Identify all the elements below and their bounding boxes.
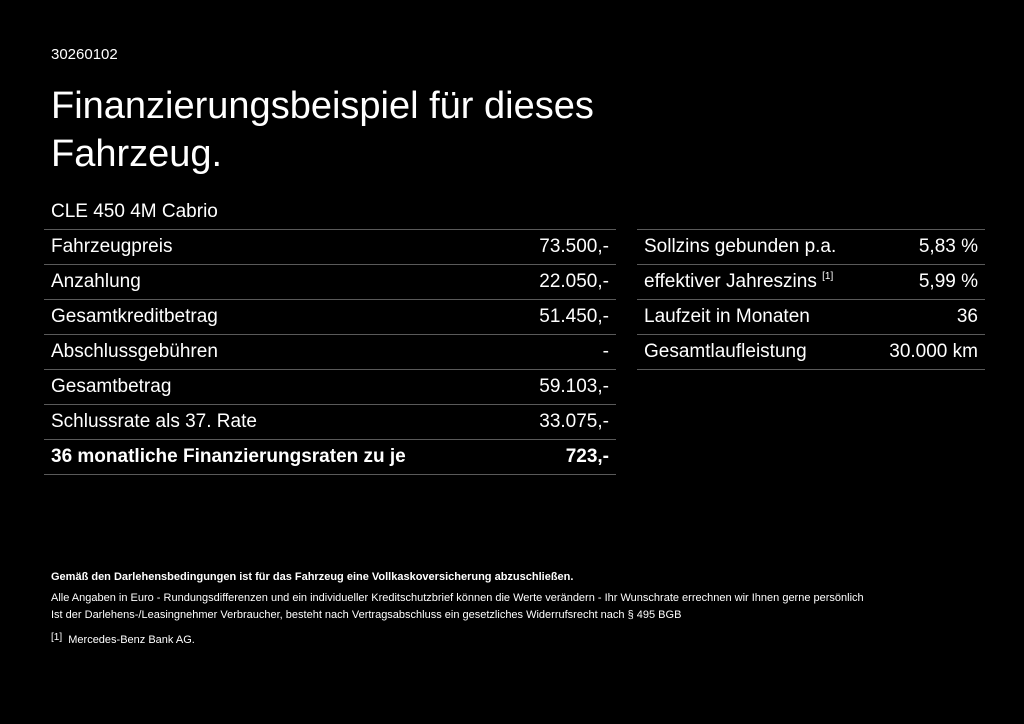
row-label: 36 monatliche Finanzierungsraten zu je [44, 439, 511, 475]
row-value: - [510, 334, 616, 370]
table-row: Fahrzeugpreis 73.500,- [44, 229, 616, 265]
row-label: Gesamtlaufleistung [637, 334, 870, 370]
table-row: 36 monatliche Finanzierungsraten zu je 72… [44, 439, 616, 475]
row-value: 36 [869, 299, 985, 335]
financing-table: Fahrzeugpreis 73.500,- Anzahlung 22.050,- Ge… [44, 229, 616, 475]
note: Ist der Darlehens-/Leasingnehmer Verbrau… [51, 609, 682, 621]
row-label: effektiver Jahreszins [1] [637, 264, 870, 300]
table-row: Anzahlung 22.050,- [44, 264, 616, 300]
row-value: 5,99 % [869, 264, 985, 300]
footnote-marker: [1] [822, 271, 834, 282]
table-row: Gesamtkreditbetrag 51.450,- [44, 299, 616, 335]
document-code: 30260102 [51, 46, 118, 63]
row-value: 73.500,- [510, 229, 616, 265]
row-label: Anzahlung [44, 264, 511, 300]
table-row: Sollzins gebunden p.a. 5,83 % [637, 229, 985, 265]
row-label: Fahrzeugpreis [44, 229, 511, 265]
row-label: Schlussrate als 37. Rate [44, 404, 511, 440]
table-row: Gesamtbetrag 59.103,- [44, 369, 616, 405]
row-label: Gesamtbetrag [44, 369, 511, 405]
model: CLE 450 4M Cabrio [51, 201, 218, 222]
row-value: 22.050,- [510, 264, 616, 300]
row-label: Sollzins gebunden p.a. [637, 229, 870, 265]
table-row: Laufzeit in Monaten 36 [637, 299, 985, 335]
rates-table: Sollzins gebunden p.a. 5,83 % effektiver J… [637, 229, 985, 370]
insurance-note: Gemäß den Darlehensbedingungen ist für d… [51, 571, 574, 583]
row-label-text: effektiver Jahreszins [644, 271, 817, 292]
table-row: Schlussrate als 37. Rate 33.075,- [44, 404, 616, 440]
row-value: 30.000 km [869, 334, 985, 370]
footnote: [1] Mercedes-Benz Bank AG. [51, 632, 195, 646]
table-row: Gesamtlaufleistung 30.000 km [637, 334, 985, 370]
row-value: 51.450,- [510, 299, 616, 335]
row-label: Abschlussgebühren [44, 334, 511, 370]
row-value: 5,83 % [869, 229, 985, 265]
table-row: Abschlussgebühren - [44, 334, 616, 370]
table-row: effektiver Jahreszins [1] 5,99 % [637, 264, 985, 300]
footnote-marker: [1] [51, 632, 63, 643]
note: Alle Angaben in Euro - Rundungsdifferenz… [51, 592, 864, 604]
title: Finanzierungsbeispiel für dieses Fahrzeu… [51, 85, 594, 175]
row-value: 723,- [510, 439, 616, 475]
footnote-text: Mercedes-Benz Bank AG. [68, 634, 195, 646]
row-value: 59.103,- [510, 369, 616, 405]
row-label: Laufzeit in Monaten [637, 299, 870, 335]
row-label: Gesamtkreditbetrag [44, 299, 511, 335]
row-value: 33.075,- [510, 404, 616, 440]
